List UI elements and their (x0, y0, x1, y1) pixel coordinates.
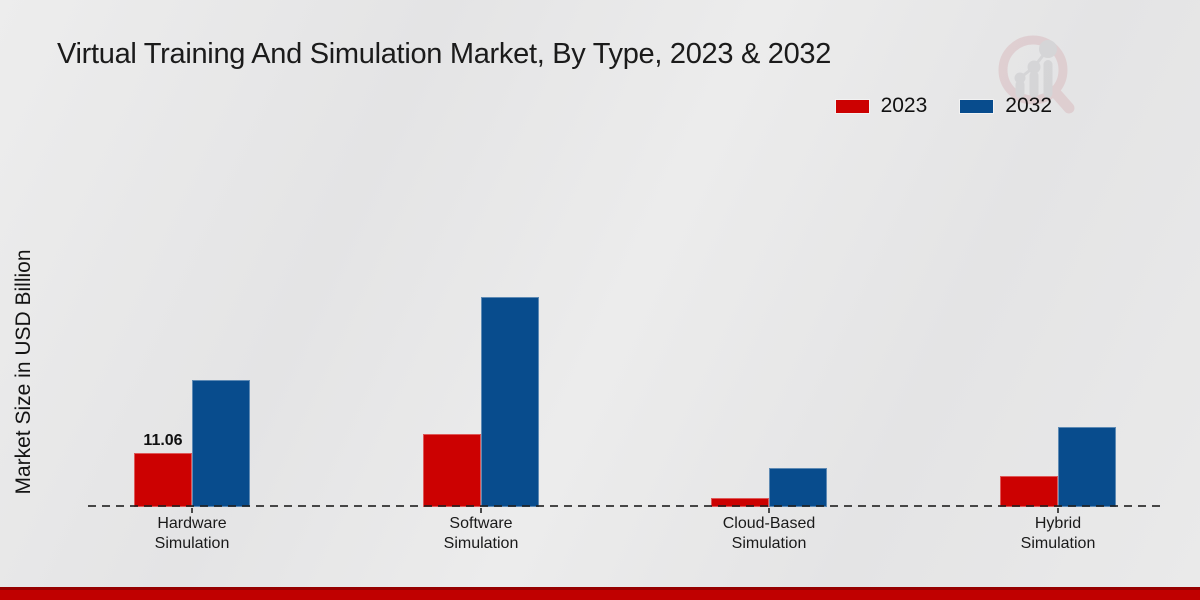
x-axis-tick (1057, 508, 1059, 513)
bar-2032-cloud-based-simulation (769, 468, 827, 507)
category-label: Cloud-Based Simulation (722, 515, 816, 552)
chart-title: Virtual Training And Simulation Market, … (57, 38, 832, 70)
bottom-accent-band (0, 587, 1200, 600)
bar-2032-software-simulation (481, 297, 539, 507)
x-axis-tick (191, 508, 193, 513)
category-label: Hardware Simulation (154, 515, 230, 552)
legend-label-2032: 2032 (1005, 94, 1052, 117)
magnifier-bar-chart-logo-icon (998, 35, 1075, 114)
x-axis-dashed-baseline (88, 505, 1163, 507)
legend-item-2032: 2032 (960, 94, 1052, 118)
category-label: Hybrid Simulation (1020, 515, 1096, 552)
legend-label-2023: 2023 (880, 94, 928, 117)
legend-item-2023: 2023 (835, 94, 928, 118)
x-axis-tick (768, 508, 770, 513)
bar-2023-hardware-simulation (134, 453, 192, 507)
bar-2032-hybrid-simulation (1058, 427, 1116, 507)
legend-swatch-2023 (835, 99, 869, 113)
x-axis-tick (480, 508, 482, 513)
bar-value-label: 11.06 (143, 432, 183, 449)
bar-2032-hardware-simulation (192, 380, 250, 507)
legend: 2023 2032 (835, 94, 1052, 118)
bar-2023-software-simulation (423, 434, 481, 507)
legend-swatch-2032 (960, 99, 994, 113)
bar-2023-hybrid-simulation (1000, 476, 1058, 507)
category-label: Software Simulation (443, 515, 519, 552)
y-axis-label: Market Size in USD Billion (12, 249, 35, 495)
